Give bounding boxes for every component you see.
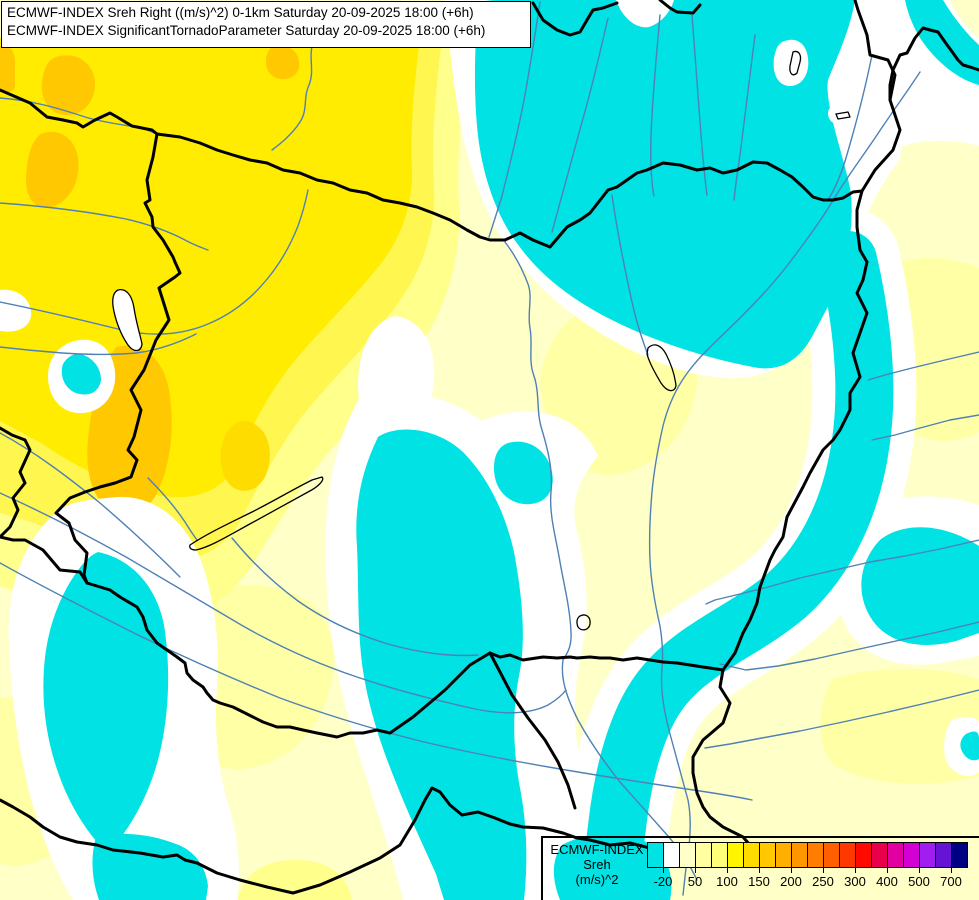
colorbar-cell — [824, 842, 840, 868]
colorbar — [647, 842, 968, 868]
colorbar-tick-label: 400 — [876, 874, 898, 889]
colorbar-tick-label: 500 — [908, 874, 930, 889]
legend-label-unit: (m/s)^2 — [575, 872, 619, 887]
colorbar-tick-label: 150 — [748, 874, 770, 889]
colorbar-tick-label: 300 — [844, 874, 866, 889]
colorbar-tick — [823, 868, 824, 873]
colorbar-tick — [663, 868, 664, 873]
colorbar-tick-label: 700 — [940, 874, 962, 889]
colorbar-cell — [712, 842, 728, 868]
cyan-band-sweep — [580, 231, 894, 900]
title-line-2: ECMWF-INDEX SignificantTornadoParameter … — [7, 23, 486, 38]
colorbar-cell — [856, 842, 872, 868]
colorbar-tick-label: -20 — [653, 874, 673, 889]
colorbar-tick-label: 50 — [687, 874, 703, 889]
colorbar-tick — [695, 868, 696, 873]
title-line-1: ECMWF-INDEX Sreh Right ((m/s)^2) 0-1km S… — [7, 5, 474, 20]
colorbar-cell — [808, 842, 824, 868]
colorbar-tick — [887, 868, 888, 873]
colorbar-cell — [920, 842, 936, 868]
colorbar-cell — [872, 842, 888, 868]
colorbar-tick-label: 100 — [716, 874, 738, 889]
colorbar-cell — [647, 842, 664, 868]
colorbar-cell — [664, 842, 680, 868]
colorbar-cell — [952, 842, 968, 868]
colorbar-cell — [744, 842, 760, 868]
colorbar-cell — [728, 842, 744, 868]
colorbar-cell — [680, 842, 696, 868]
colorbar-cell — [888, 842, 904, 868]
colorbar-tick — [919, 868, 920, 873]
colorbar-cell — [840, 842, 856, 868]
colorbar-cell — [936, 842, 952, 868]
colorbar-tick — [759, 868, 760, 873]
lake-neusiedl — [112, 289, 143, 352]
colorbar-cell — [760, 842, 776, 868]
colorbar-cell — [904, 842, 920, 868]
deep-yellow-spot — [220, 420, 270, 491]
colorbar-tick — [791, 868, 792, 873]
cream-restore — [897, 0, 979, 268]
colorbar-cell — [792, 842, 808, 868]
title-box: ECMWF-INDEX Sreh Right ((m/s)^2) 0-1km S… — [1, 1, 531, 48]
colorbar-tick-label: 200 — [780, 874, 802, 889]
colorbar-tick-label: 250 — [812, 874, 834, 889]
colorbar-cell — [776, 842, 792, 868]
legend-label-parameter: Sreh — [583, 857, 611, 872]
legend-label: ECMWF-INDEX Sreh (m/s)^2 — [547, 842, 647, 887]
legend-box: ECMWF-INDEX Sreh (m/s)^2 -20 50 100 150 200 2… — [541, 836, 979, 900]
colorbar-tick — [727, 868, 728, 873]
colorbar-cell — [696, 842, 712, 868]
legend-label-model: ECMWF-INDEX — [550, 842, 644, 857]
lake-outlines — [189, 50, 851, 631]
colorbar-tick — [855, 868, 856, 873]
colorbar-tick — [951, 868, 952, 873]
